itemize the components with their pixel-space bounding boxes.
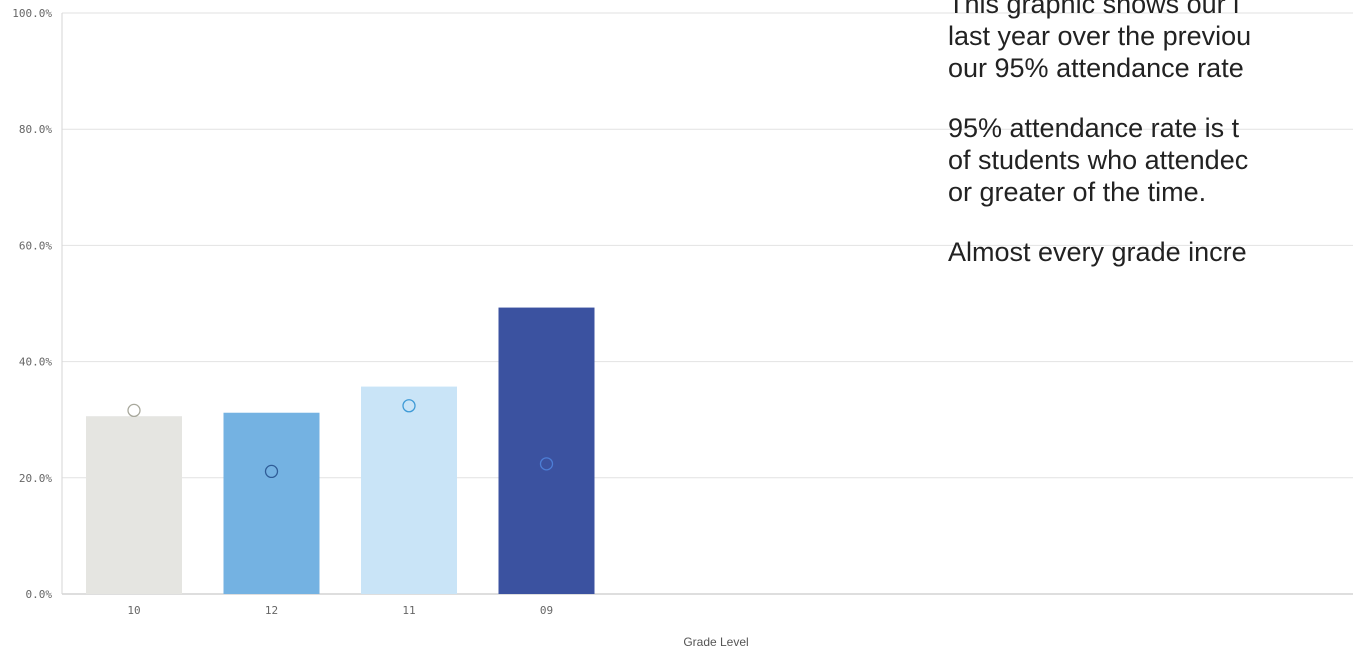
x-tick-label: 10 [127,604,140,617]
markers [127,399,554,479]
x-axis-title: Grade Level [683,635,748,648]
marker-12 [264,464,279,479]
y-tick-label: 0.0% [26,588,53,601]
y-axis-ticks: 0.0% 20.0% 40.0% 60.0% 80.0% 100.0% [12,7,52,601]
annotation-paragraph-3: Almost every grade incre [948,237,1247,267]
marker-10 [127,403,141,418]
bar-10 [86,416,182,594]
y-tick-label: 60.0% [19,239,52,252]
annotation-paragraph-2: 95% attendance rate is t of students who… [948,113,1249,207]
y-tick-label: 80.0% [19,123,52,136]
marker-11 [402,399,416,413]
x-axis-ticks: 10 12 11 09 [127,604,553,617]
y-tick-label: 100.0% [12,7,52,20]
x-tick-label: 09 [540,604,553,617]
x-tick-label: 12 [265,604,278,617]
bars [86,307,595,594]
annotation-text-panel: This graphic shows our i last year over … [948,0,1353,296]
y-tick-label: 20.0% [19,472,52,485]
marker-09 [539,457,554,471]
x-tick-label: 11 [402,604,415,617]
bar-12 [223,412,320,594]
bar-09 [498,307,595,594]
bar-11 [361,386,457,594]
y-tick-label: 40.0% [19,356,52,369]
annotation-paragraph-1: This graphic shows our i last year over … [948,0,1252,83]
